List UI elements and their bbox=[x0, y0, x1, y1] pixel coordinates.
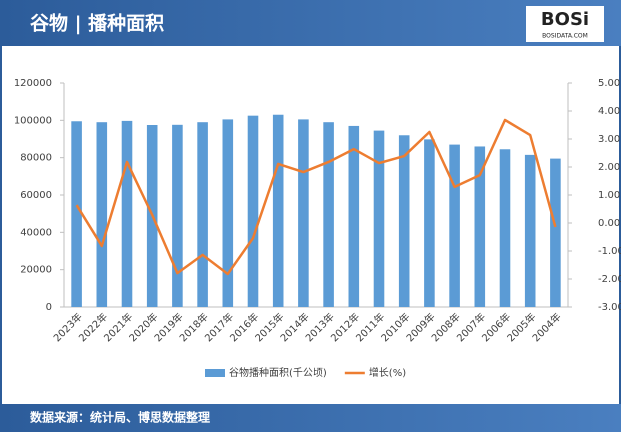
bar bbox=[247, 115, 259, 308]
bar bbox=[424, 139, 435, 307]
y2-tick-label: -2.00 bbox=[598, 274, 621, 285]
y2-tick-label: 0.00 bbox=[598, 218, 620, 229]
bar bbox=[323, 122, 334, 307]
y-tick-label: 60000 bbox=[20, 190, 52, 201]
bar bbox=[96, 122, 108, 307]
bar bbox=[550, 158, 561, 307]
y-tick-label: 40000 bbox=[20, 227, 52, 238]
y2-tick-label: 3.00 bbox=[598, 134, 620, 145]
y2-tick-label: 5.00 bbox=[598, 78, 620, 89]
bar bbox=[121, 120, 133, 307]
source: 数据来源：统计局、博思数据整理 bbox=[30, 410, 210, 425]
legend-label: 谷物播种面积(千公顷) bbox=[229, 366, 327, 379]
bar bbox=[298, 119, 309, 308]
bar bbox=[373, 130, 385, 307]
logo-site: BOSIDATA.COM bbox=[542, 33, 588, 40]
chart-title: 谷物 | 播种面积 bbox=[30, 12, 164, 35]
bar bbox=[272, 114, 284, 307]
bar bbox=[197, 122, 208, 307]
bar bbox=[499, 149, 511, 307]
y-tick-label: 0 bbox=[46, 302, 52, 313]
y-tick-label: 20000 bbox=[20, 265, 52, 276]
y2-tick-label: -3.00 bbox=[598, 302, 621, 313]
logo: BOSi bbox=[541, 9, 589, 30]
bar bbox=[348, 125, 360, 307]
bar bbox=[524, 154, 536, 307]
y2-tick-label: -1.00 bbox=[598, 246, 621, 257]
line bbox=[75, 118, 557, 276]
y2-tick-label: 2.00 bbox=[598, 162, 620, 173]
bar bbox=[71, 121, 82, 308]
bar bbox=[449, 144, 460, 307]
legend-swatch bbox=[205, 369, 225, 377]
legend-label: 增长(%) bbox=[369, 366, 406, 379]
bar bbox=[398, 135, 410, 307]
y2-tick-label: 4.00 bbox=[598, 106, 620, 117]
footer bbox=[0, 404, 621, 432]
y2-tick-label: 1.00 bbox=[598, 190, 620, 201]
y-tick-label: 100000 bbox=[14, 115, 52, 126]
header bbox=[0, 0, 621, 46]
y-tick-label: 80000 bbox=[20, 153, 52, 164]
bar bbox=[172, 124, 183, 308]
bar bbox=[474, 146, 486, 307]
logo-box bbox=[526, 6, 604, 42]
bar bbox=[222, 119, 234, 308]
y-tick-label: 120000 bbox=[14, 78, 52, 89]
